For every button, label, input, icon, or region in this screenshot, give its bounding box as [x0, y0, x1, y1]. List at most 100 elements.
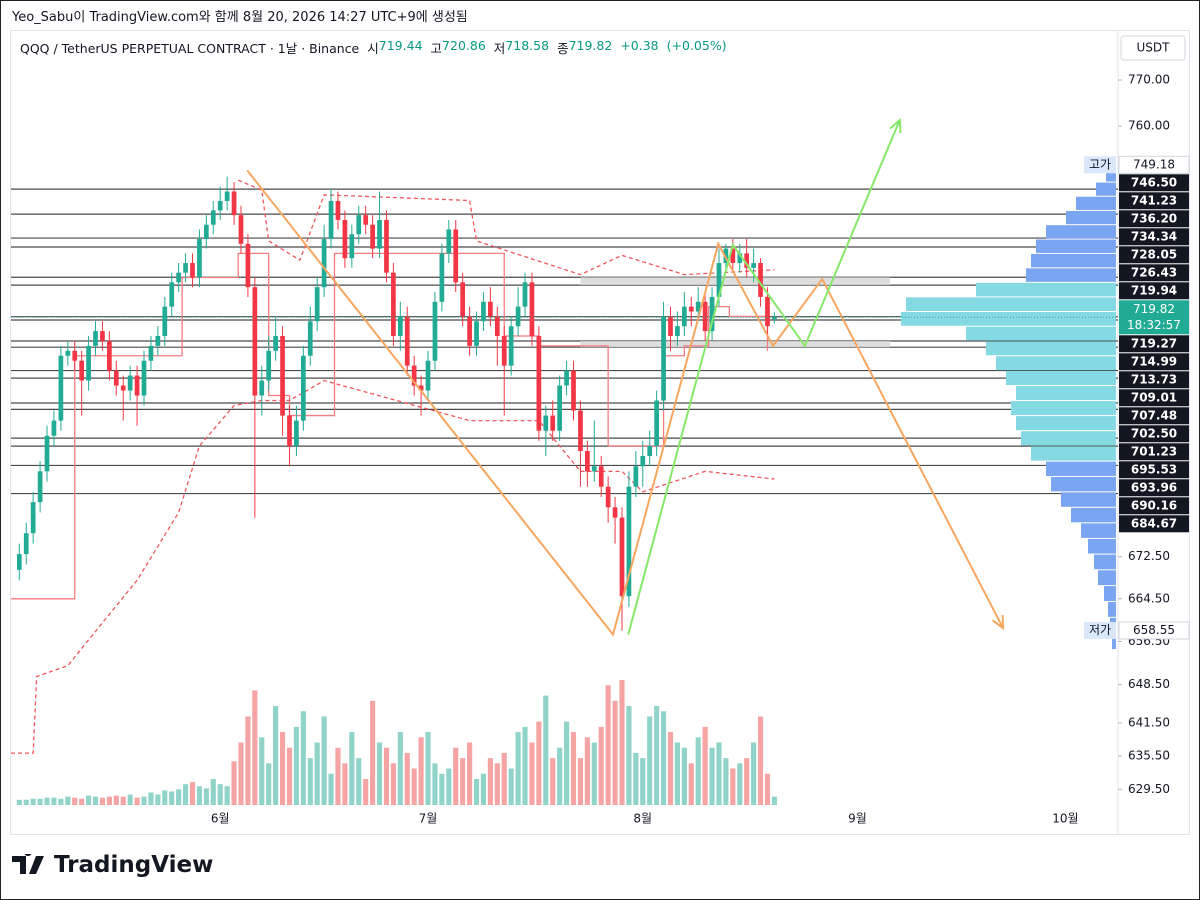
volume-bar [279, 732, 286, 805]
candle-body [356, 215, 362, 235]
candle-body [294, 420, 299, 446]
volume-bar [273, 706, 279, 805]
candle-body [266, 350, 272, 381]
candle-body [474, 321, 479, 346]
profile-bar [1031, 253, 1116, 268]
extreme-price-box [1118, 155, 1190, 174]
volume-bar [120, 796, 126, 805]
volume-bar [231, 761, 237, 805]
candle-body [772, 317, 777, 320]
candle-body [397, 316, 403, 337]
profile-bar [1106, 168, 1116, 182]
candle-body [557, 385, 563, 431]
candle-body [418, 385, 424, 391]
volume-bar [418, 737, 424, 805]
candle-body [460, 282, 466, 317]
volume-bar [626, 706, 632, 805]
candle-body [425, 360, 431, 391]
candle-body [709, 296, 715, 332]
ohlc-label: 저 [493, 41, 506, 56]
profile-bar [1011, 401, 1116, 416]
x-tick-label: 10월 [1052, 812, 1078, 826]
candle-body [695, 301, 701, 312]
profile-bar [1094, 554, 1116, 570]
level-label-box [1119, 425, 1189, 443]
volume-bar [176, 789, 182, 805]
profile-bar [1104, 586, 1116, 601]
candle-body [681, 306, 687, 327]
candle-body [536, 336, 542, 431]
volume-bar [148, 792, 154, 805]
volume-bar [702, 726, 708, 805]
volume-bar [203, 788, 209, 805]
volume-bar [79, 798, 85, 805]
volume-bar [515, 732, 521, 805]
level-label: 736.20 [1131, 211, 1177, 225]
extreme-price-box [1118, 621, 1190, 640]
volume-bar [113, 795, 119, 805]
x-tick-label: 8월 [633, 812, 652, 826]
candle-body [169, 282, 175, 307]
extreme-tag-box [1084, 156, 1116, 174]
candle-body [259, 380, 265, 396]
profile-bar [1031, 446, 1116, 461]
candle-body [37, 471, 43, 503]
volume-bar [591, 742, 597, 805]
candle-body [349, 234, 355, 259]
volume-bar [737, 763, 743, 805]
volume-bar [674, 742, 680, 805]
level-label-box [1119, 228, 1189, 246]
candle-body [744, 253, 750, 268]
y-tick-label: 641.50 [1128, 715, 1170, 729]
candle-body [30, 502, 36, 534]
level-label: 702.50 [1131, 426, 1177, 440]
volume-bar [134, 797, 140, 805]
level-label-box [1119, 192, 1189, 210]
volume-bar [487, 758, 493, 805]
volume-bar [44, 797, 50, 805]
candle-body [238, 215, 244, 244]
volume-bar [577, 758, 583, 805]
currency: USDT [1137, 41, 1171, 55]
profile-bar [1108, 601, 1116, 617]
candle-body [688, 306, 694, 312]
volume-bar [522, 726, 528, 805]
candle-body [591, 466, 597, 472]
volume-bar [654, 706, 660, 805]
candle-body [141, 360, 147, 396]
volume-bar [709, 747, 715, 805]
candle-body [668, 316, 673, 337]
volume-bar [155, 794, 161, 805]
profile-bar [986, 341, 1116, 356]
candle-body [203, 224, 209, 240]
ohlc-value: 720.86 [442, 38, 486, 53]
volume-bar [529, 742, 535, 805]
arrow-head [992, 615, 1005, 631]
profile-bar [1016, 416, 1116, 431]
zone [580, 277, 891, 286]
volume-bar [363, 778, 369, 805]
volume-bar [453, 747, 459, 805]
volume-bar [432, 763, 438, 805]
ohlc-value: 719.82 [568, 38, 613, 53]
volume-bar [564, 721, 570, 805]
level-label-box [1119, 371, 1189, 389]
candle-body [494, 316, 500, 337]
currency-box [1120, 35, 1186, 61]
volume-bar [169, 791, 175, 805]
x-tick-label: 6월 [211, 812, 230, 826]
volume-bar [238, 742, 244, 805]
brand-name: TradingView [54, 852, 214, 878]
candle-body [148, 345, 154, 361]
volume-bar [127, 794, 133, 805]
volume-bar [321, 716, 327, 805]
candle-body [654, 400, 659, 446]
volume-bar [605, 685, 611, 805]
volume-bar [37, 798, 43, 805]
candle-body [162, 306, 168, 337]
extreme-tag-box [1084, 621, 1116, 639]
candle-body [432, 301, 438, 361]
y-tick-label: 672.50 [1128, 549, 1170, 563]
candle-body [661, 316, 666, 401]
volume-bar [23, 799, 29, 805]
